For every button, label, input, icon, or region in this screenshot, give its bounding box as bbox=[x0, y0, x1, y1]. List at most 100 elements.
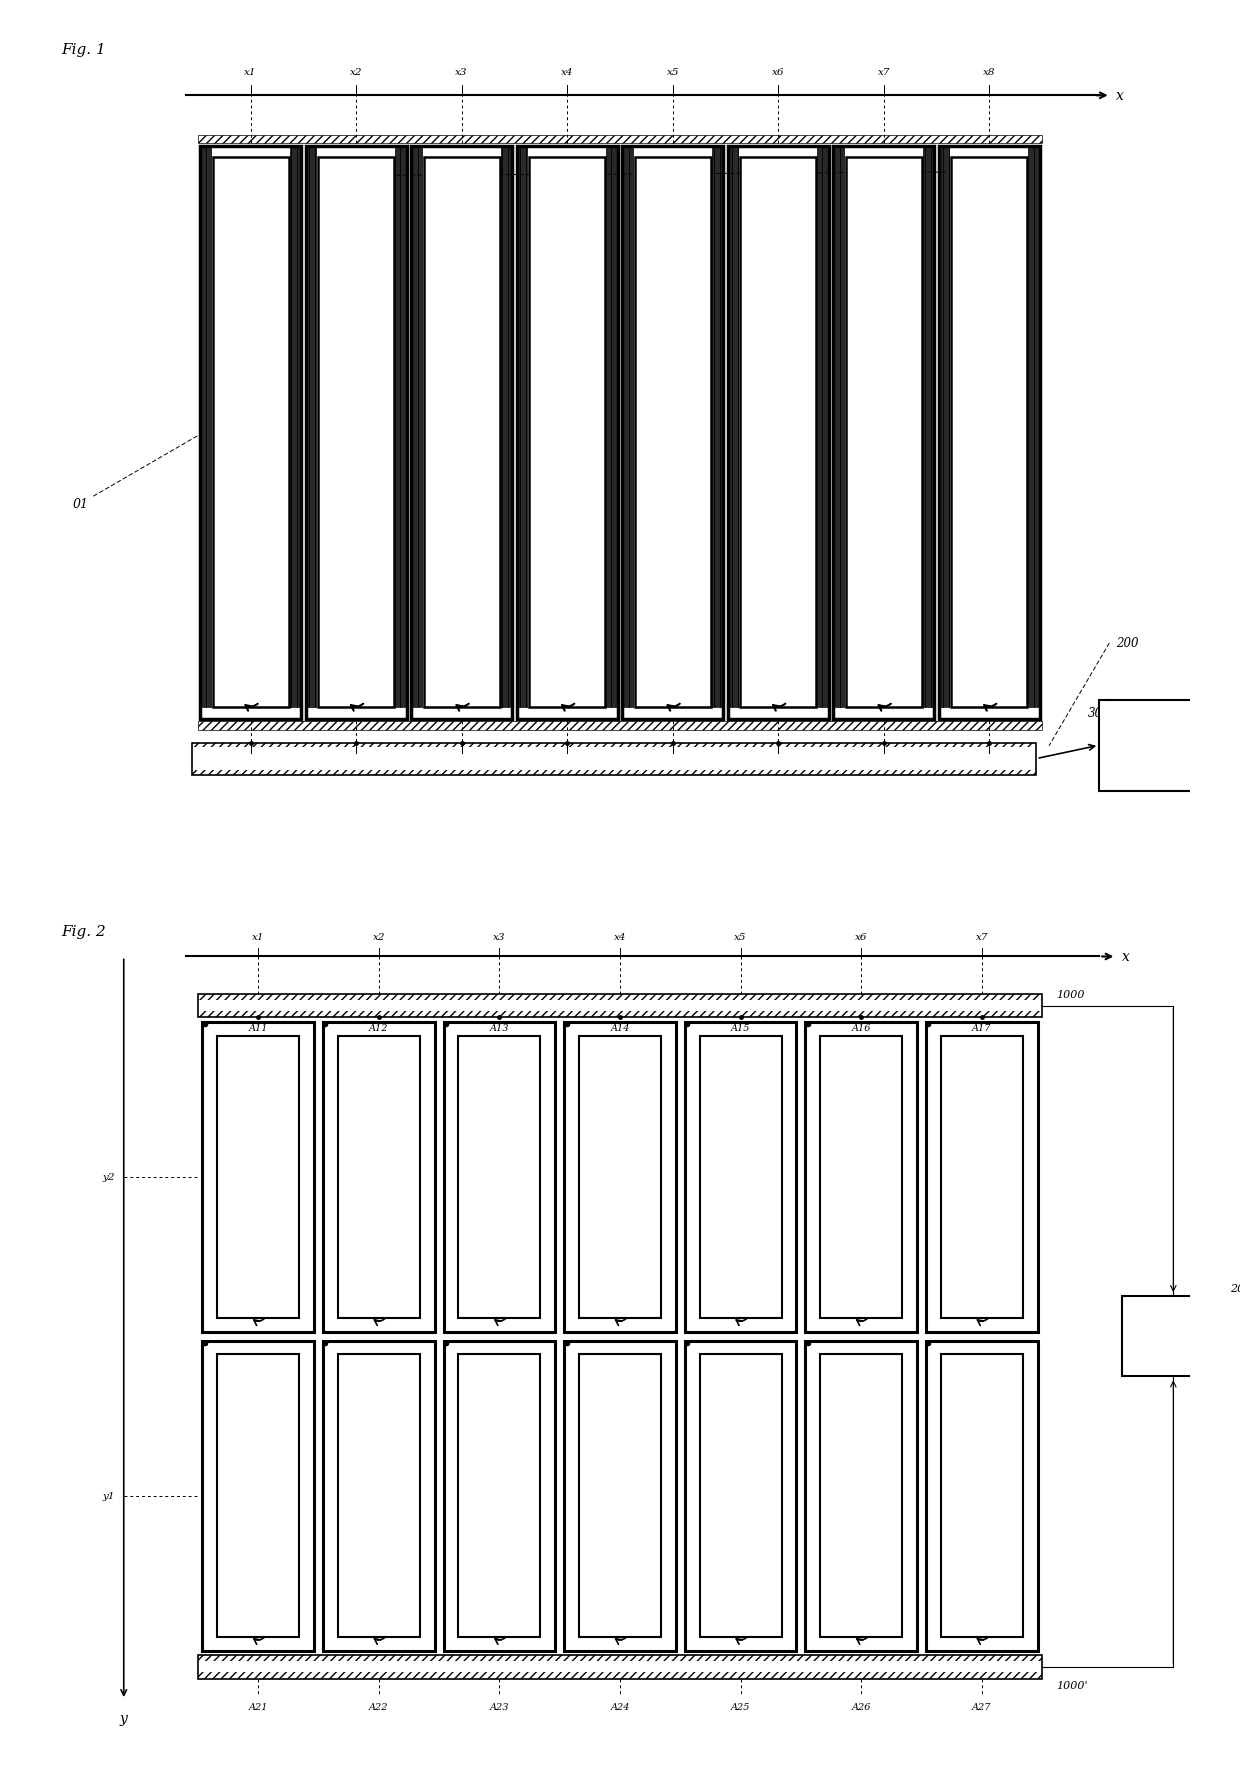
Bar bbox=[941, 1354, 1023, 1638]
Text: A16: A16 bbox=[852, 1023, 870, 1032]
Text: A21: A21 bbox=[248, 1702, 268, 1711]
Bar bbox=[926, 1340, 1038, 1650]
Text: Fig. 1: Fig. 1 bbox=[61, 43, 105, 57]
Bar bbox=[213, 159, 289, 707]
Bar bbox=[564, 1023, 676, 1333]
Text: x7: x7 bbox=[976, 934, 988, 943]
Text: 1000: 1000 bbox=[1055, 989, 1084, 1000]
Text: A1: A1 bbox=[243, 157, 258, 166]
Bar bbox=[635, 159, 711, 707]
Bar bbox=[444, 1023, 556, 1333]
Bar bbox=[200, 146, 301, 720]
Text: x: x bbox=[1116, 89, 1125, 103]
Text: A17: A17 bbox=[972, 1023, 992, 1032]
Text: x7: x7 bbox=[878, 68, 890, 77]
Bar bbox=[517, 146, 618, 720]
Bar bbox=[564, 1340, 676, 1650]
Bar bbox=[198, 994, 1042, 1018]
Text: 200: 200 bbox=[1116, 636, 1138, 650]
Bar bbox=[202, 1340, 314, 1650]
Bar bbox=[699, 1035, 781, 1319]
Text: y: y bbox=[120, 1711, 128, 1725]
Bar bbox=[740, 159, 816, 707]
Bar bbox=[821, 1035, 903, 1319]
Bar bbox=[941, 1035, 1023, 1319]
Text: x8: x8 bbox=[983, 68, 996, 77]
Text: A5: A5 bbox=[666, 157, 680, 166]
Text: Fig. 2: Fig. 2 bbox=[61, 925, 105, 939]
Bar bbox=[926, 1023, 1038, 1333]
Bar bbox=[939, 146, 1040, 720]
Text: A8: A8 bbox=[982, 157, 997, 166]
Bar bbox=[192, 743, 1037, 775]
Text: 200: 200 bbox=[1230, 1283, 1240, 1294]
Bar bbox=[192, 743, 1037, 747]
Bar bbox=[412, 146, 512, 720]
Bar bbox=[459, 1035, 541, 1319]
Text: 1000': 1000' bbox=[1055, 1680, 1087, 1691]
Bar bbox=[198, 1655, 1042, 1679]
Text: A24: A24 bbox=[610, 1702, 630, 1711]
Bar bbox=[198, 1655, 1042, 1661]
Bar bbox=[699, 1354, 781, 1638]
Text: 300: 300 bbox=[1087, 706, 1110, 720]
Bar bbox=[806, 1023, 916, 1333]
Text: A3: A3 bbox=[455, 157, 469, 166]
Bar bbox=[192, 772, 1037, 775]
Text: A6: A6 bbox=[771, 157, 785, 166]
Text: x6: x6 bbox=[773, 68, 785, 77]
Bar bbox=[198, 1012, 1042, 1018]
Bar bbox=[217, 1354, 299, 1638]
Bar bbox=[306, 146, 407, 720]
Bar bbox=[846, 159, 921, 707]
Text: y1: y1 bbox=[102, 1492, 114, 1500]
Text: x2: x2 bbox=[350, 68, 362, 77]
Text: A12: A12 bbox=[370, 1023, 388, 1032]
Text: x2: x2 bbox=[372, 934, 386, 943]
Text: x4: x4 bbox=[560, 68, 573, 77]
Text: x6: x6 bbox=[854, 934, 868, 943]
Bar bbox=[324, 1340, 434, 1650]
Bar bbox=[444, 1340, 556, 1650]
Text: A22: A22 bbox=[370, 1702, 388, 1711]
Bar bbox=[728, 146, 828, 720]
Bar bbox=[202, 1023, 314, 1333]
Text: x4: x4 bbox=[614, 934, 626, 943]
Text: x3: x3 bbox=[455, 68, 467, 77]
Bar bbox=[424, 159, 500, 707]
Text: A4: A4 bbox=[560, 157, 574, 166]
Text: A14: A14 bbox=[610, 1023, 630, 1032]
Text: x1: x1 bbox=[244, 68, 257, 77]
Text: 02: 02 bbox=[358, 166, 967, 180]
Bar bbox=[821, 1354, 903, 1638]
Text: MC: MC bbox=[1141, 740, 1166, 752]
Bar bbox=[198, 994, 1042, 1001]
Bar bbox=[622, 146, 723, 720]
Text: y2: y2 bbox=[102, 1173, 114, 1181]
Text: A7: A7 bbox=[877, 157, 890, 166]
Text: A27: A27 bbox=[972, 1702, 992, 1711]
Text: x: x bbox=[1122, 950, 1130, 964]
Bar bbox=[198, 722, 1042, 731]
Text: A23: A23 bbox=[490, 1702, 510, 1711]
Bar bbox=[833, 146, 934, 720]
Bar bbox=[684, 1023, 796, 1333]
Bar bbox=[1122, 1297, 1225, 1376]
Bar bbox=[529, 159, 605, 707]
Bar bbox=[951, 159, 1027, 707]
Text: A26: A26 bbox=[852, 1702, 870, 1711]
Bar bbox=[324, 1023, 434, 1333]
Bar bbox=[198, 135, 1042, 144]
Bar bbox=[1099, 700, 1208, 791]
Text: A25: A25 bbox=[730, 1702, 750, 1711]
Bar bbox=[579, 1354, 661, 1638]
Text: x1: x1 bbox=[252, 934, 264, 943]
Bar bbox=[319, 159, 394, 707]
Text: 01: 01 bbox=[72, 435, 201, 511]
Text: MC: MC bbox=[1162, 1329, 1184, 1344]
Bar bbox=[337, 1035, 419, 1319]
Bar bbox=[459, 1354, 541, 1638]
Text: A13: A13 bbox=[490, 1023, 510, 1032]
Bar bbox=[684, 1340, 796, 1650]
Text: A15: A15 bbox=[730, 1023, 750, 1032]
